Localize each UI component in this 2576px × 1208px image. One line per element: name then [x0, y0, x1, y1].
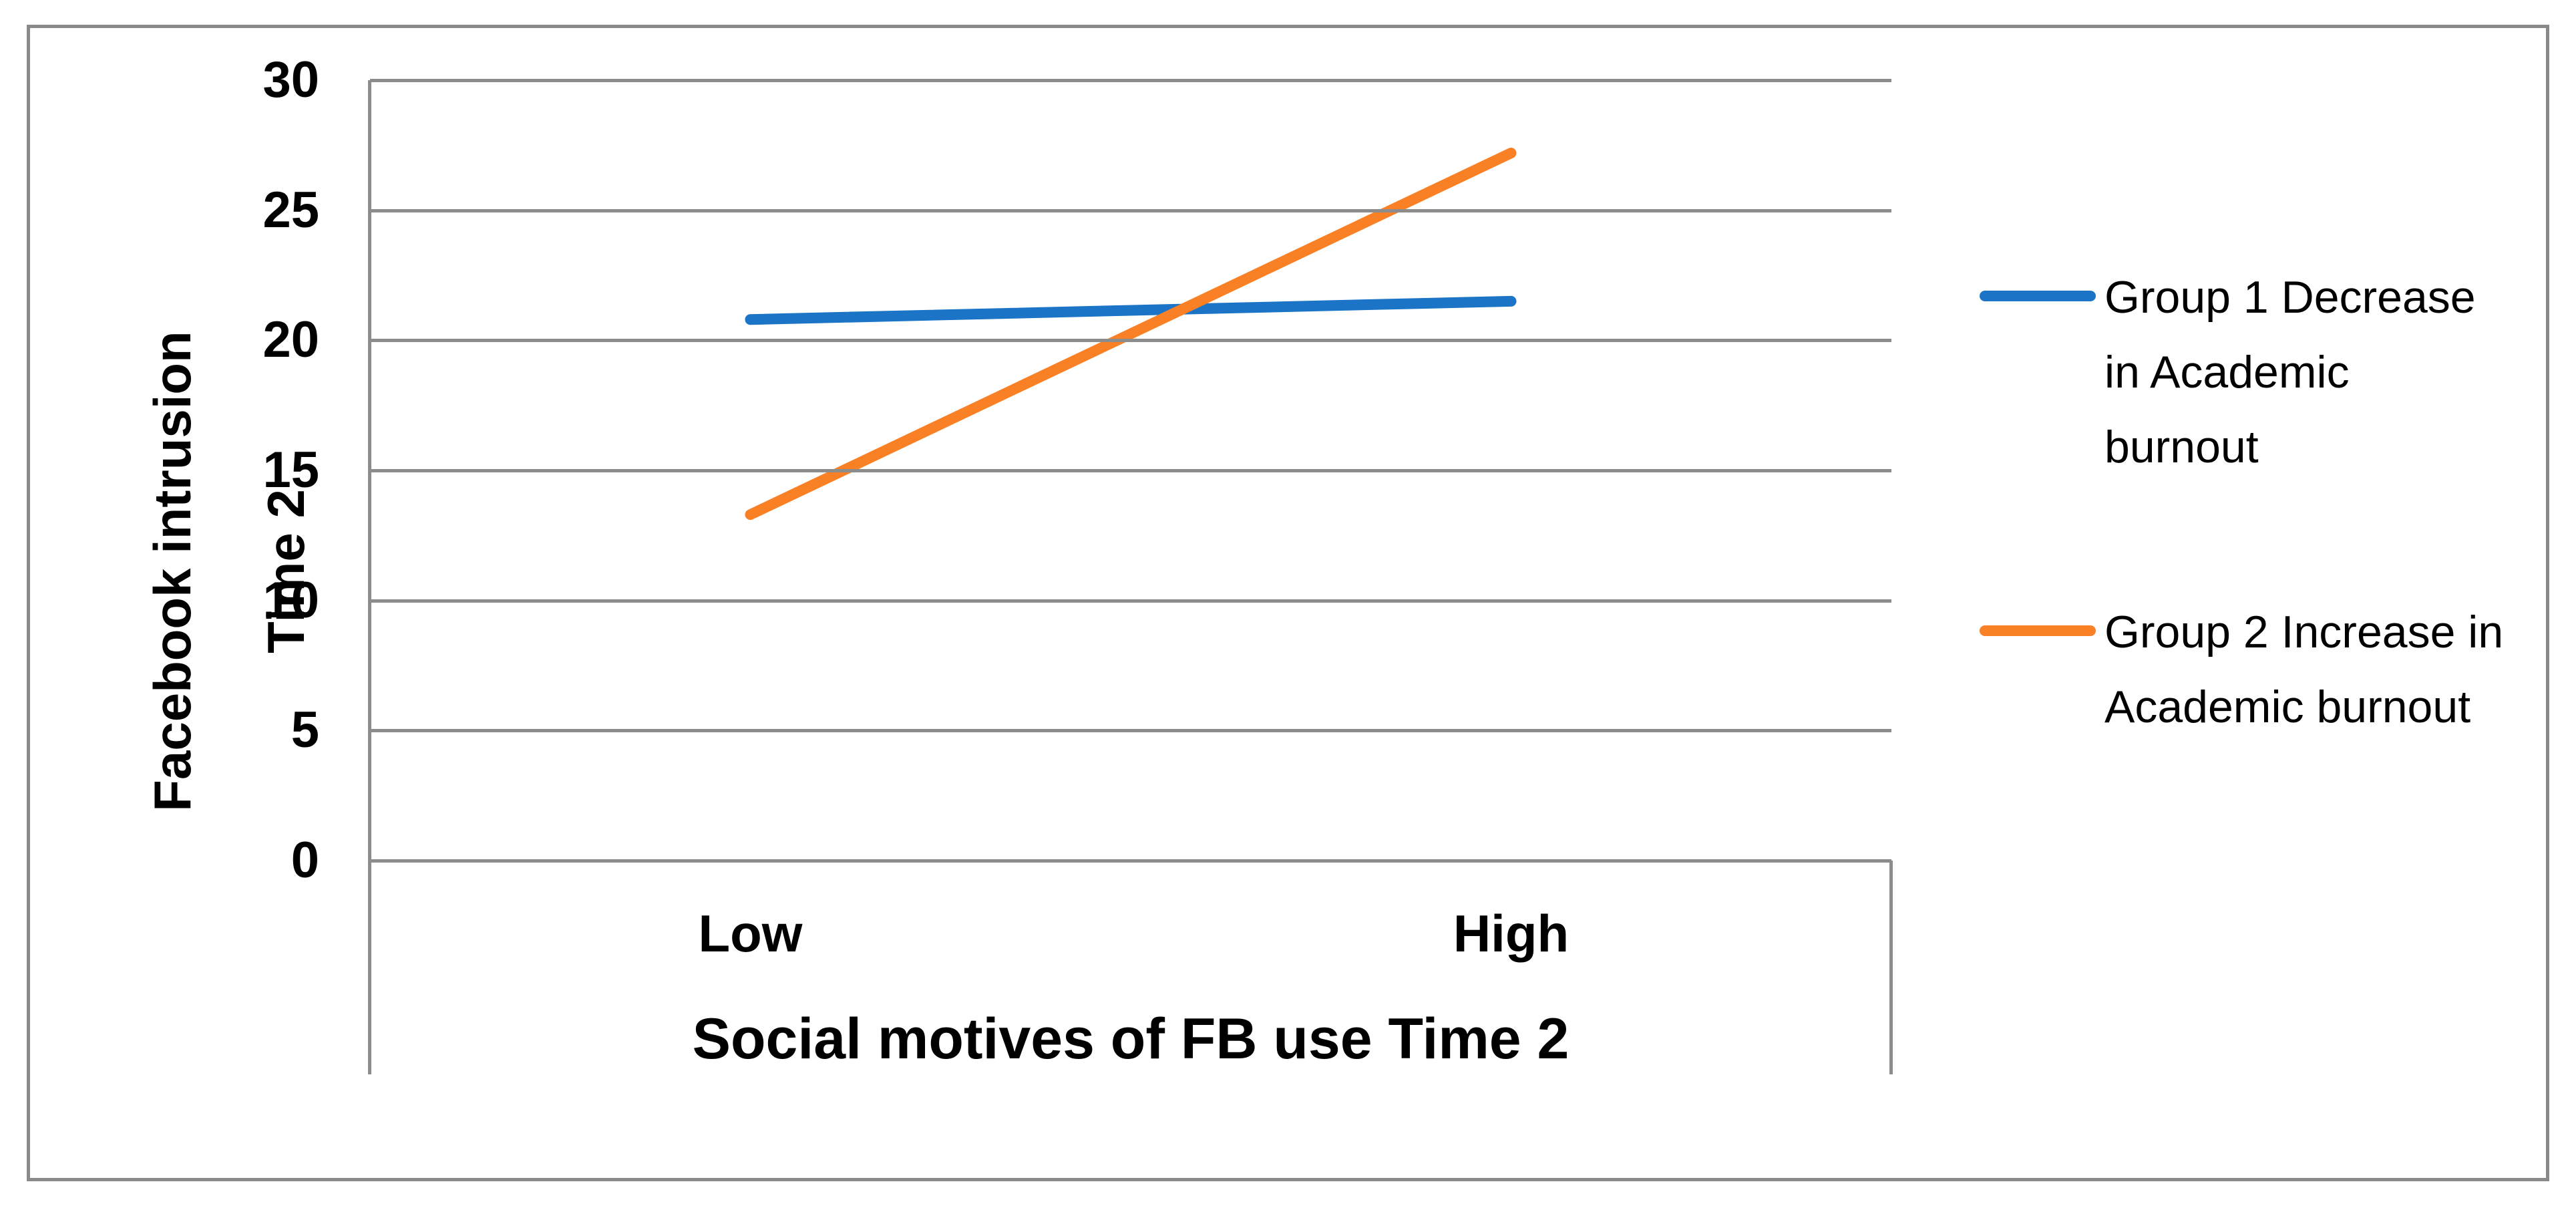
legend-label-group-1: Group 1 Decrease in Academic burnout: [2104, 272, 2476, 472]
y-tick-label-10: 10: [262, 571, 319, 629]
y-tick-label-25: 25: [262, 181, 319, 239]
y-tick-label-5: 5: [291, 702, 319, 759]
legend-entry-group-2: Group 2 Increase in Academic burnout: [1980, 595, 2505, 744]
x-category-label-low: Low: [698, 904, 803, 963]
y-tick-label-20: 20: [262, 311, 319, 369]
y-tick-label-30: 30: [262, 51, 319, 108]
figure-border: [27, 25, 2549, 1181]
gridline-y-20: [370, 339, 1891, 343]
gridline-y-15: [370, 469, 1891, 472]
series-line-group-1: [745, 295, 1517, 325]
x-axis-title: Social motives of FB use Time 2: [692, 1007, 1570, 1071]
y-axis-line: [368, 80, 371, 1074]
x-category-label-high: High: [1453, 904, 1570, 963]
gridline-y-10: [370, 599, 1891, 603]
legend-entry-group-1: Group 1 Decrease in Academic burnout: [1980, 260, 2505, 484]
legend-label-group-2: Group 2 Increase in Academic burnout: [2104, 607, 2504, 732]
y-tick-label-0: 0: [291, 832, 319, 889]
legend-swatch-group-2: [1980, 625, 2096, 636]
x-axis-right-tick-line: [1889, 861, 1893, 1074]
series-line-group-2: [745, 148, 1517, 520]
y-tick-label-15: 15: [262, 442, 319, 498]
gridline-y-5: [370, 729, 1891, 733]
gridline-y-0: [370, 859, 1891, 863]
gridline-y-30: [370, 79, 1891, 82]
series-lines-svg: [745, 148, 1517, 520]
plot-area: [370, 79, 1891, 863]
legend-swatch-group-1: [1980, 291, 2096, 301]
gridline-y-25: [370, 208, 1891, 212]
